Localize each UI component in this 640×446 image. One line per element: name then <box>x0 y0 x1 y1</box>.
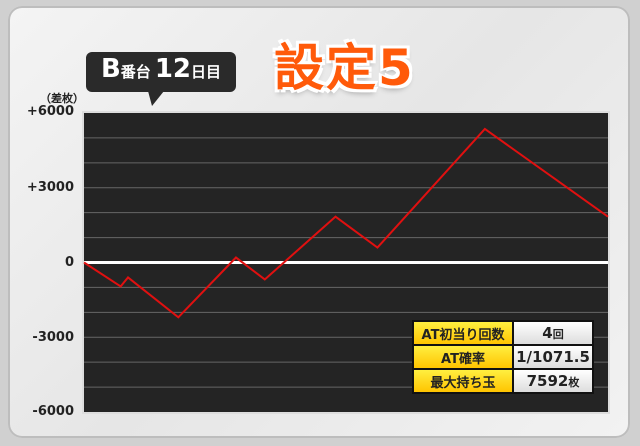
stats-row: 最大持ち玉 7592枚 <box>414 370 592 392</box>
series-line <box>83 127 609 319</box>
machine-suffix: 番台 <box>120 63 151 81</box>
y-axis-label: （差枚） <box>40 92 84 105</box>
stats-table: AT初当り回数 4回 AT確率 1/1071.5 最大持ち玉 7592枚 <box>412 320 594 394</box>
y-tick: -6000 <box>32 404 74 419</box>
stats-row: AT初当り回数 4回 <box>414 322 592 344</box>
machine-day-bubble: B 番台 12 日目 <box>86 52 236 106</box>
y-tick: +6000 <box>26 104 74 119</box>
stat-value: 4回 <box>514 322 592 344</box>
stat-value: 1/1071.5 <box>514 346 592 368</box>
setting-title: 設定5 <box>274 39 415 97</box>
stat-label: 最大持ち玉 <box>414 370 512 392</box>
day-suffix: 日目 <box>191 63 222 81</box>
stat-label: AT初当り回数 <box>414 322 512 344</box>
stat-label: AT確率 <box>414 346 512 368</box>
stats-row: AT確率 1/1071.5 <box>414 346 592 368</box>
y-tick: +3000 <box>26 180 74 195</box>
machine-number: B <box>100 54 121 84</box>
day-number: 12 <box>154 54 191 84</box>
y-tick: -3000 <box>32 330 74 345</box>
y-tick: 0 <box>64 255 74 270</box>
stat-value: 7592枚 <box>514 370 592 392</box>
